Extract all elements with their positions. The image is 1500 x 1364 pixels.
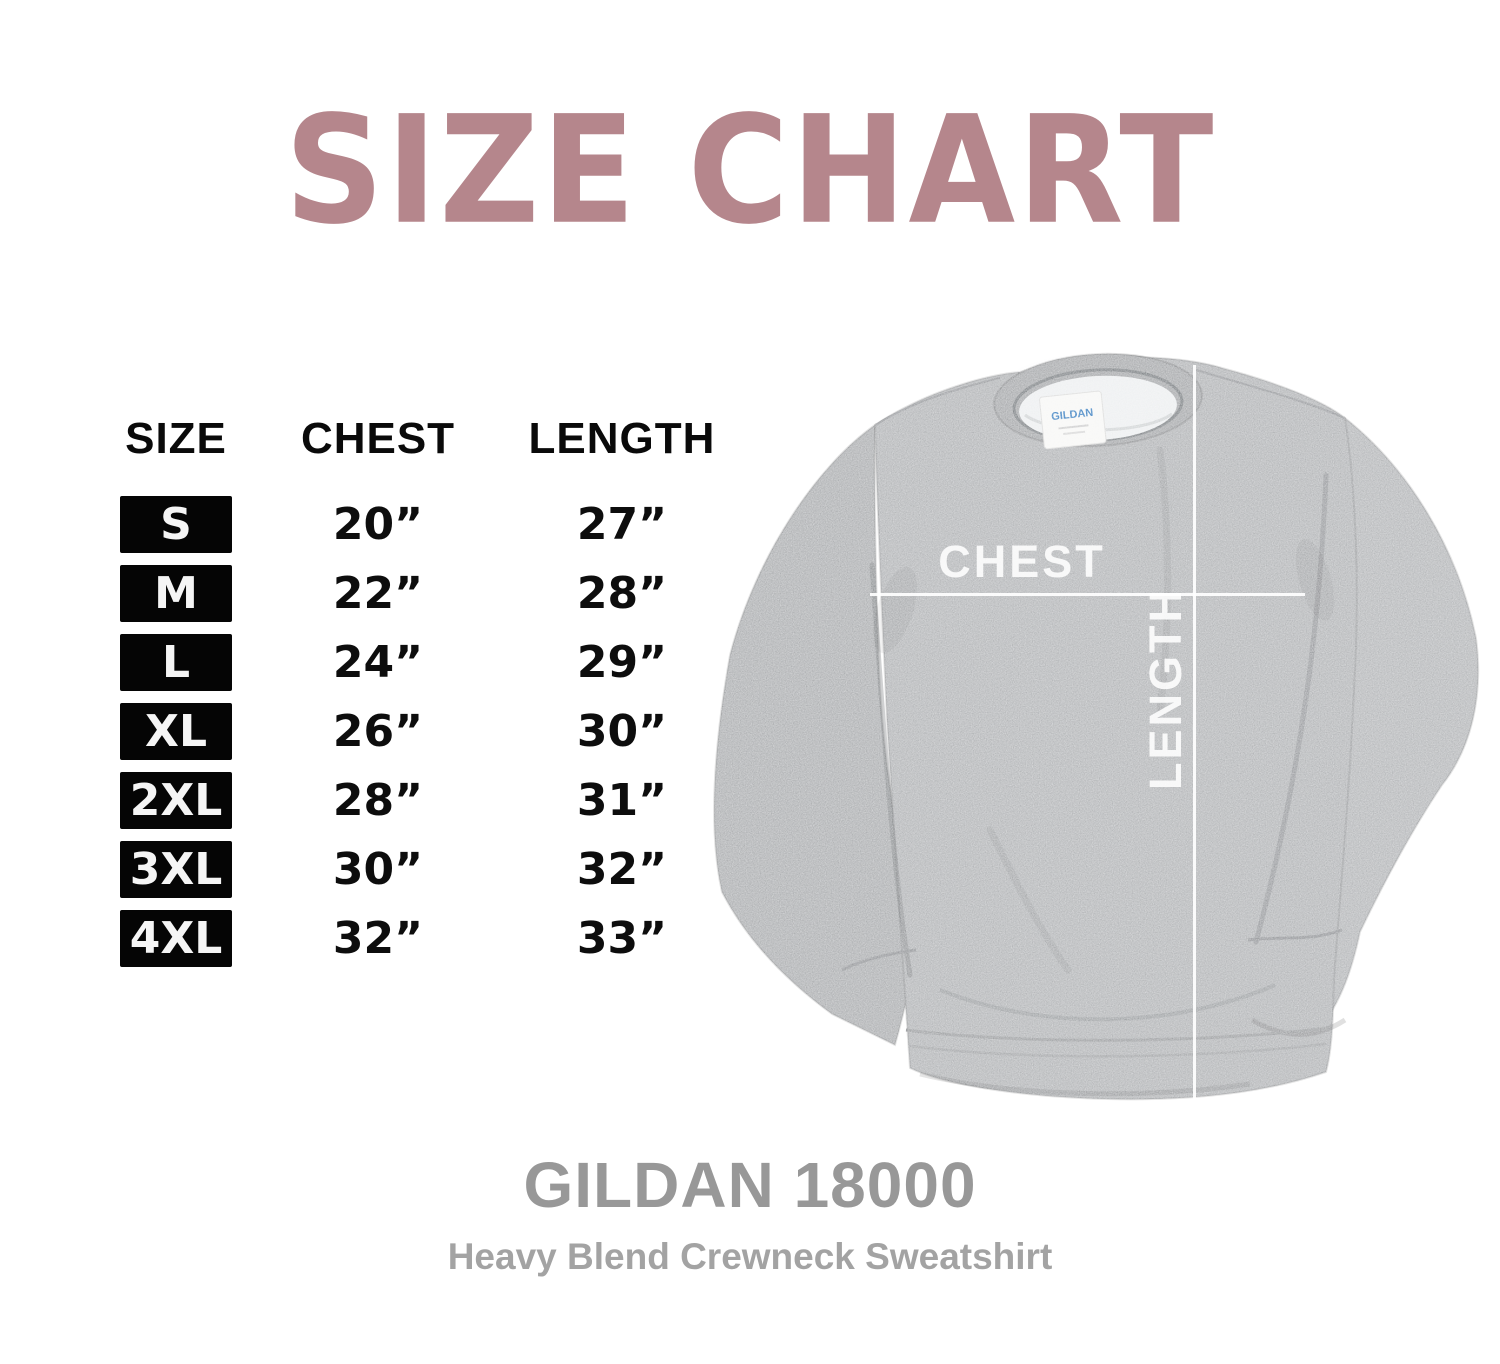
chest-value: 20” [332,499,424,550]
product-description: Heavy Blend Crewneck Sweatshirt [447,1236,1053,1277]
column-header-size: SIZE [125,414,227,463]
page-title: SIZE CHART [284,83,1216,258]
size-badge: XL [120,703,232,760]
chest-value: 26” [332,706,424,757]
length-value: 29” [576,637,668,688]
table-row: L 24” 29” [90,628,750,697]
column-header-length: LENGTH [528,414,716,463]
table-row: 4XL 32” 33” [90,904,750,973]
chest-value: 30” [332,844,424,895]
length-measure-line [1193,365,1196,1105]
sweatshirt-photo: GILDAN [690,330,1490,1140]
table-row: M 22” 28” [90,559,750,628]
sweatshirt-illustration: GILDAN [713,352,1480,1101]
column-header-chest: CHEST [300,414,456,463]
size-table-header: SIZE CHEST LENGTH [90,414,750,490]
chest-measure-line [870,593,1305,596]
size-badge: 2XL [120,772,232,829]
length-value: 31” [576,775,668,826]
chest-value: 22” [332,568,424,619]
size-table: SIZE CHEST LENGTH S 20” 27” M 22” 28” L … [90,414,750,973]
size-badge: S [120,496,232,553]
length-value: 30” [576,706,668,757]
length-measure-label: LENGTH [1140,587,1191,790]
table-row: 2XL 28” 31” [90,766,750,835]
chest-value: 28” [332,775,424,826]
product-name: GILDAN 18000 [523,1149,977,1221]
size-badge: M [120,565,232,622]
length-value: 32” [576,844,668,895]
size-badge: 4XL [120,910,232,967]
length-value: 28” [576,568,668,619]
length-value: 33” [576,913,668,964]
table-row: XL 26” 30” [90,697,750,766]
chest-value: 32” [332,913,424,964]
chest-measure-label: CHEST [938,536,1106,587]
size-badge: L [120,634,232,691]
footer: GILDAN 18000 Heavy Blend Crewneck Sweats… [0,1148,1500,1278]
table-row: 3XL 30” 32” [90,835,750,904]
chest-value: 24” [332,637,424,688]
table-row: S 20” 27” [90,490,750,559]
length-value: 27” [576,499,668,550]
heather-texture [714,353,1479,1100]
size-badge: 3XL [120,841,232,898]
